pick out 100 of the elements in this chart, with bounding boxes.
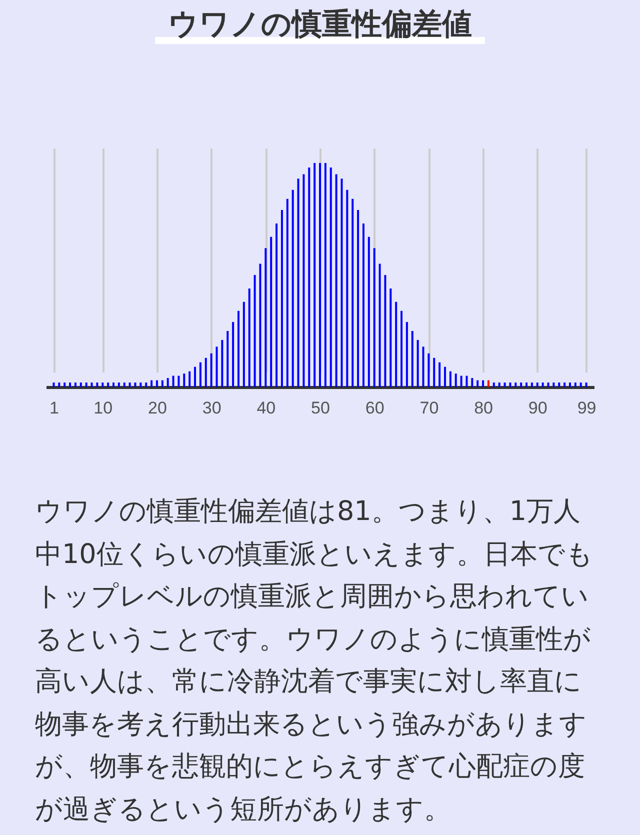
bar xyxy=(90,382,93,387)
bar xyxy=(340,178,343,387)
bar xyxy=(102,382,104,387)
bar xyxy=(128,382,131,387)
bar xyxy=(438,362,441,387)
bar xyxy=(85,382,88,387)
bar xyxy=(112,382,114,387)
bar xyxy=(286,198,288,387)
bar xyxy=(564,382,566,387)
bar xyxy=(498,382,500,387)
bar xyxy=(216,346,218,387)
x-tick-label: 30 xyxy=(202,398,222,418)
bar xyxy=(96,382,98,387)
bar xyxy=(161,380,164,387)
bar xyxy=(411,331,414,387)
bar xyxy=(221,340,224,387)
bar xyxy=(123,382,126,387)
bar xyxy=(514,382,517,387)
bar xyxy=(80,382,82,387)
bar xyxy=(248,288,250,387)
x-tick-label: 40 xyxy=(256,398,276,418)
bar xyxy=(568,382,571,387)
x-tick-label: 99 xyxy=(577,398,596,418)
x-tick-label: 60 xyxy=(365,398,384,418)
bar xyxy=(237,310,240,387)
bar xyxy=(373,248,376,387)
bar xyxy=(428,353,430,387)
bar xyxy=(140,382,142,387)
bar xyxy=(395,302,398,387)
bar xyxy=(297,178,300,387)
bar xyxy=(526,382,528,387)
bar xyxy=(509,382,512,387)
bar xyxy=(188,371,191,387)
bar xyxy=(520,382,522,387)
bar xyxy=(302,174,305,387)
bar xyxy=(487,380,490,387)
bar xyxy=(134,382,136,387)
bar xyxy=(166,378,169,387)
x-tick-label: 20 xyxy=(148,398,167,418)
bar xyxy=(145,382,148,387)
bar xyxy=(259,264,262,387)
bar xyxy=(357,210,360,387)
bar xyxy=(400,310,403,387)
bar xyxy=(58,382,60,387)
bar xyxy=(270,236,272,387)
chart-title: ウワノの慎重性偏差値 xyxy=(168,7,472,42)
bar xyxy=(324,163,326,387)
bar xyxy=(390,288,392,387)
bar xyxy=(210,353,212,387)
bar xyxy=(69,382,72,387)
bar xyxy=(384,275,386,387)
bar xyxy=(156,380,158,387)
x-tick-label: 80 xyxy=(474,398,493,418)
bar xyxy=(416,340,419,387)
bar xyxy=(232,322,234,387)
bar xyxy=(558,382,560,387)
bar xyxy=(150,380,153,387)
bar xyxy=(433,358,436,387)
text: ウワノの慎重性偏差値は81。つまり、1万人中10位くらいの慎重派といえます。日本でもトップレベルの慎重派と周囲から思われているということです。ウワノのように慎重性が高い人は、常に冷静沈着で事実に対し率直に物事を考え行動出来るという強みがありますが、物事を悲観的にとらえすぎて心配症の度が過ぎるという短所があります。 xyxy=(35,495,594,826)
bar xyxy=(368,236,370,387)
bar xyxy=(194,366,196,387)
bar xyxy=(482,380,484,387)
bar xyxy=(264,248,267,387)
bar xyxy=(52,382,55,387)
bar xyxy=(280,210,283,387)
bar xyxy=(254,275,256,387)
bar xyxy=(319,163,321,387)
bar xyxy=(552,382,555,387)
bar xyxy=(118,382,120,387)
bar xyxy=(330,167,332,387)
bar xyxy=(444,366,446,387)
bar xyxy=(406,322,408,387)
bar xyxy=(542,382,544,387)
bar xyxy=(547,382,550,387)
x-tick-label: 50 xyxy=(311,398,330,418)
bar xyxy=(460,376,462,387)
bar xyxy=(308,167,310,387)
bar xyxy=(204,358,207,387)
bar xyxy=(107,382,110,387)
bar xyxy=(314,163,316,387)
bar xyxy=(422,346,424,387)
bar xyxy=(172,376,174,387)
bar xyxy=(292,190,294,387)
bar xyxy=(454,374,457,387)
x-tick-label: 70 xyxy=(420,398,439,418)
bar xyxy=(346,190,348,387)
bar xyxy=(471,378,474,387)
bar xyxy=(504,382,506,387)
bar xyxy=(580,382,582,387)
x-tick-label: 1 xyxy=(49,398,59,418)
bar xyxy=(178,376,180,387)
x-tick-label: 10 xyxy=(94,398,113,418)
bar xyxy=(492,382,495,387)
bar xyxy=(335,174,338,387)
bar xyxy=(536,382,538,387)
bar xyxy=(574,382,576,387)
bar xyxy=(466,376,468,387)
bar xyxy=(352,198,354,387)
bar xyxy=(183,374,186,387)
bar xyxy=(530,382,533,387)
